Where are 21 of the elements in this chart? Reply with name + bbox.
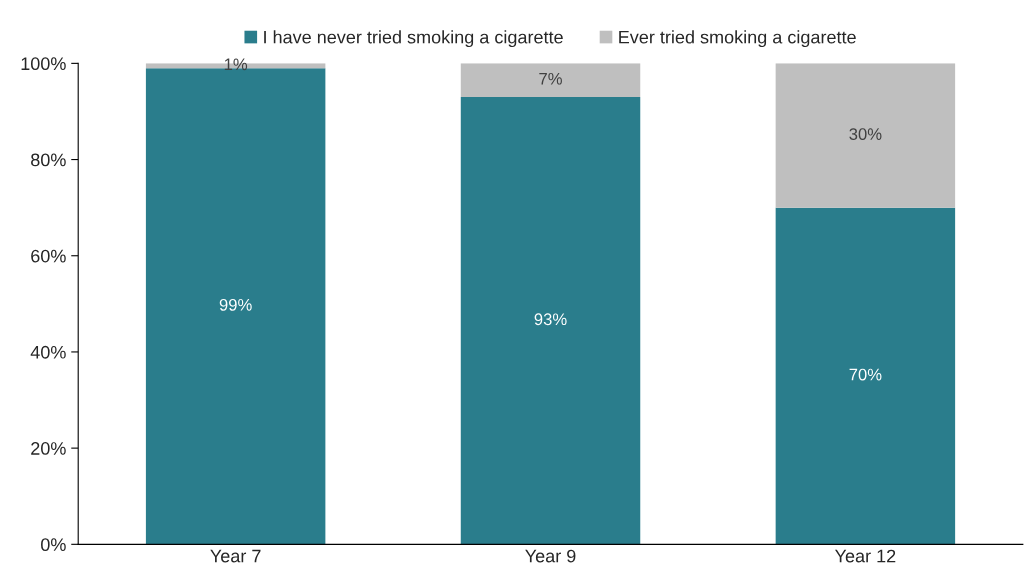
x-tick-label: Year 9 xyxy=(525,549,576,563)
data-label: 7% xyxy=(539,72,562,85)
x-tick-label: Year 12 xyxy=(834,549,896,563)
data-label: 93% xyxy=(534,313,567,326)
y-tick-label: 40% xyxy=(30,345,66,359)
x-tick-label: Year 7 xyxy=(210,549,261,563)
y-tick-label: 20% xyxy=(31,442,66,455)
data-label: 30% xyxy=(849,128,882,140)
data-label: 70% xyxy=(849,368,882,381)
y-tick-label: 100% xyxy=(21,57,66,71)
data-label: 1% xyxy=(224,58,248,71)
bar xyxy=(460,97,641,545)
y-tick-label: 80% xyxy=(31,153,66,167)
y-tick-label: 60% xyxy=(31,249,66,263)
bar xyxy=(775,207,956,545)
y-tick-label: 0% xyxy=(41,538,66,552)
bar xyxy=(775,63,956,208)
data-label: 99% xyxy=(219,298,252,311)
bar xyxy=(460,63,641,98)
legend-label: Ever tried smoking a cigarette xyxy=(619,30,856,48)
legend-label: I have never tried smoking a cigarette xyxy=(264,30,563,48)
